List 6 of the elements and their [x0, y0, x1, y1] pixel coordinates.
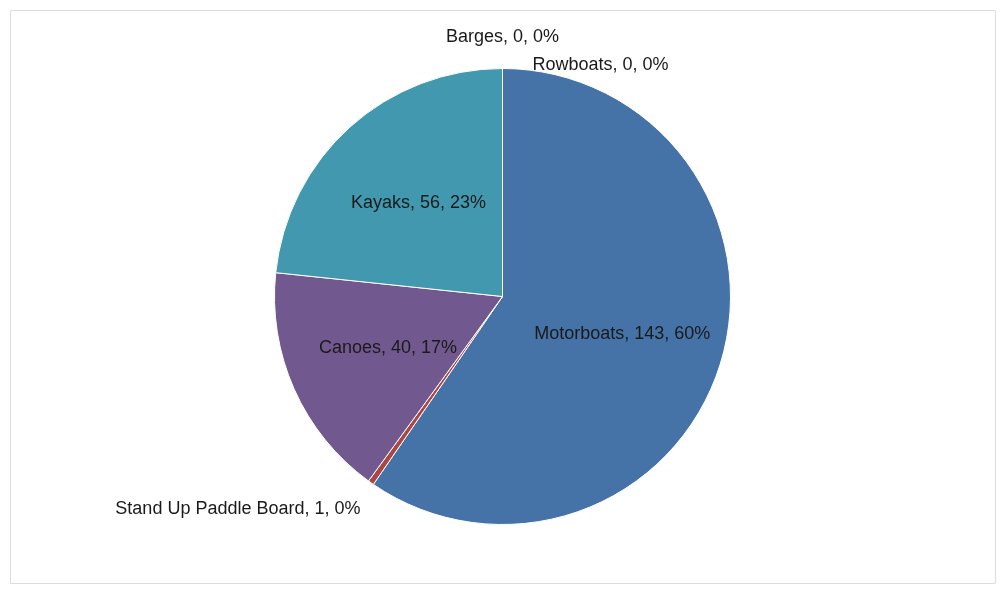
slice-label: Stand Up Paddle Board, 1, 0% — [115, 498, 361, 519]
category-label: Barges, 0, 0% — [445, 25, 560, 46]
category-label: Rowboats, 0, 0% — [532, 53, 669, 74]
slice-label: Motorboats, 143, 60% — [534, 322, 711, 343]
slice-label: Kayaks, 56, 23% — [351, 192, 487, 213]
slice-label: Canoes, 40, 17% — [318, 336, 457, 357]
